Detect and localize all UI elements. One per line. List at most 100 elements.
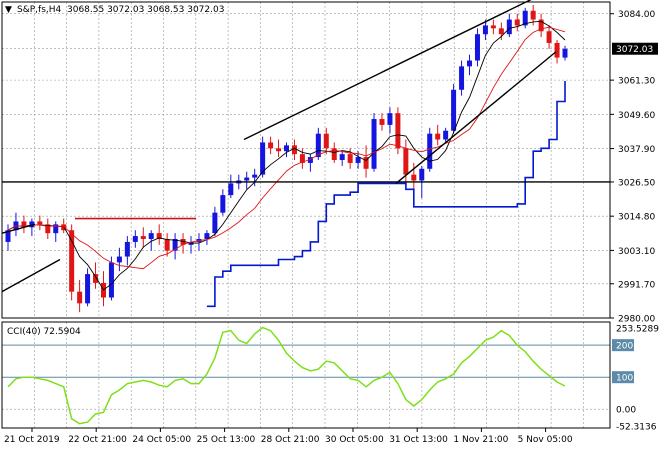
candle-body — [45, 224, 51, 234]
candle-body — [451, 89, 457, 131]
candle-body — [419, 168, 425, 181]
price-tick-label: 3061.30 — [618, 77, 655, 87]
collapse-icon[interactable]: ▼ — [5, 5, 12, 15]
candle-body — [530, 10, 536, 20]
candle-body — [156, 233, 162, 239]
candle-body — [180, 239, 186, 245]
current-price-tag — [612, 42, 658, 55]
candle-body — [29, 221, 35, 228]
price-axis: 3084.00 3072.03 3061.30 3049.60 3037.90 3026.… — [610, 10, 658, 325]
candle-body — [21, 221, 27, 228]
candle-body — [77, 291, 83, 304]
candle — [467, 54, 473, 76]
price-tick-label: 3026.50 — [618, 178, 655, 188]
candle-body — [355, 157, 361, 163]
candle-body — [260, 142, 266, 175]
cci-tick-label: 100 — [616, 374, 633, 384]
candle — [69, 224, 75, 301]
time-axis: 21 Oct 2019 22 Oct 21:00 24 Oct 05:00 25 Oc… — [4, 428, 573, 445]
candle-body — [276, 148, 282, 152]
candle — [172, 233, 178, 260]
candle-body — [268, 142, 274, 149]
candle — [124, 236, 130, 266]
trendline-upper-left — [1, 223, 36, 234]
candle — [443, 127, 449, 143]
candle-body — [53, 224, 59, 234]
candles[interactable] — [5, 4, 568, 313]
candle — [45, 218, 51, 239]
cci-panel-frame — [1, 321, 611, 429]
cci-label: CCI(40) 72.5904 — [7, 327, 81, 337]
candle — [506, 13, 512, 38]
candle — [371, 113, 377, 172]
candle — [474, 28, 480, 67]
candle — [363, 145, 369, 178]
candle — [180, 233, 186, 254]
time-tick-label: 21 Oct 2019 — [4, 435, 60, 445]
price-tick-label: 3049.60 — [618, 111, 655, 121]
candle — [212, 206, 218, 237]
candle — [93, 262, 99, 289]
candle — [53, 221, 59, 242]
candle — [299, 148, 305, 169]
candle — [323, 127, 329, 155]
ma-slow-line — [7, 26, 566, 270]
candle — [85, 268, 91, 307]
candle-body — [284, 145, 289, 152]
candle — [546, 25, 552, 49]
candle-body — [403, 148, 409, 175]
candle — [379, 113, 385, 131]
candle-body — [411, 174, 417, 181]
candle-body — [395, 113, 401, 149]
channel-upper-line — [243, 0, 532, 141]
candle-body — [69, 230, 75, 292]
candle-body — [498, 28, 504, 35]
cci-line — [7, 326, 566, 425]
candle-body — [244, 177, 250, 181]
candle — [562, 45, 568, 61]
candle — [156, 224, 162, 245]
candle-body — [108, 262, 114, 298]
candle — [490, 19, 496, 35]
candle — [395, 107, 401, 155]
candle — [307, 154, 313, 172]
candle — [148, 230, 154, 251]
candle — [427, 127, 433, 172]
candle-body — [443, 130, 449, 140]
price-tick-label: 2991.70 — [618, 280, 655, 290]
candle — [355, 151, 361, 169]
candle-body — [482, 25, 488, 35]
candle — [451, 83, 457, 134]
candle-body — [116, 256, 122, 263]
candle-body — [522, 10, 528, 26]
candle — [37, 215, 43, 231]
time-tick-label: 1 Nov 21:00 — [453, 435, 508, 445]
candle-body — [172, 239, 178, 251]
candle-body — [363, 157, 369, 169]
ma-fast-line — [7, 20, 566, 291]
candle-body — [506, 19, 512, 35]
cci-tick-label: 253.5289 — [616, 325, 659, 335]
candle — [244, 171, 250, 190]
candle-body — [435, 133, 441, 140]
ohlc-readout: 3068.55 3072.03 3068.53 3072.03 — [67, 5, 224, 15]
candle — [132, 230, 138, 248]
candle-body — [467, 60, 473, 67]
overlays — [1, 0, 610, 308]
candle-body — [514, 19, 520, 26]
candle-body — [427, 133, 433, 169]
candle — [459, 60, 465, 96]
candle-body — [490, 25, 496, 29]
candle — [116, 247, 122, 272]
cci-level-tag — [612, 371, 634, 384]
candle-body — [93, 274, 99, 283]
time-tick-label: 31 Oct 13:00 — [389, 435, 448, 445]
candle-body — [307, 157, 313, 163]
price-tick-label: 3003.10 — [618, 247, 655, 257]
candle — [339, 151, 345, 166]
candle-body — [371, 119, 377, 169]
time-tick-label: 5 Nov 05:00 — [518, 435, 573, 445]
candle — [220, 189, 226, 216]
candle — [538, 13, 544, 38]
